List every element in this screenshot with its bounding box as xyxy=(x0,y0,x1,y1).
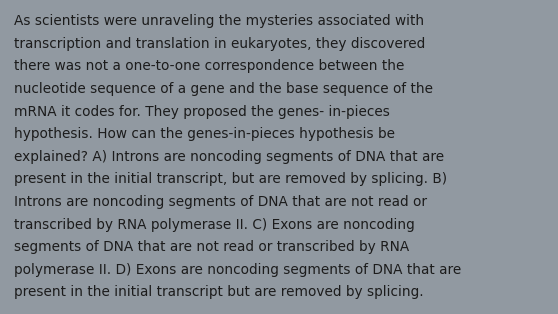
Text: nucleotide sequence of a gene and the base sequence of the: nucleotide sequence of a gene and the ba… xyxy=(14,82,433,96)
Text: Introns are noncoding segments of DNA that are not read or: Introns are noncoding segments of DNA th… xyxy=(14,195,427,209)
Text: present in the initial transcript, but are removed by splicing. B): present in the initial transcript, but a… xyxy=(14,172,447,187)
Text: segments of DNA that are not read or transcribed by RNA: segments of DNA that are not read or tra… xyxy=(14,240,409,254)
Text: mRNA it codes for. They proposed the genes- in-pieces: mRNA it codes for. They proposed the gen… xyxy=(14,105,390,119)
Text: transcribed by RNA polymerase II. C) Exons are noncoding: transcribed by RNA polymerase II. C) Exo… xyxy=(14,218,415,232)
Text: explained? A) Introns are noncoding segments of DNA that are: explained? A) Introns are noncoding segm… xyxy=(14,150,444,164)
Text: polymerase II. D) Exons are noncoding segments of DNA that are: polymerase II. D) Exons are noncoding se… xyxy=(14,263,461,277)
Text: As scientists were unraveling the mysteries associated with: As scientists were unraveling the myster… xyxy=(14,14,424,28)
Text: there was not a one-to-one correspondence between the: there was not a one-to-one correspondenc… xyxy=(14,59,405,73)
Text: hypothesis. How can the genes-in-pieces hypothesis be: hypothesis. How can the genes-in-pieces … xyxy=(14,127,395,141)
Text: present in the initial transcript but are removed by splicing.: present in the initial transcript but ar… xyxy=(14,285,424,300)
Text: transcription and translation in eukaryotes, they discovered: transcription and translation in eukaryo… xyxy=(14,37,425,51)
